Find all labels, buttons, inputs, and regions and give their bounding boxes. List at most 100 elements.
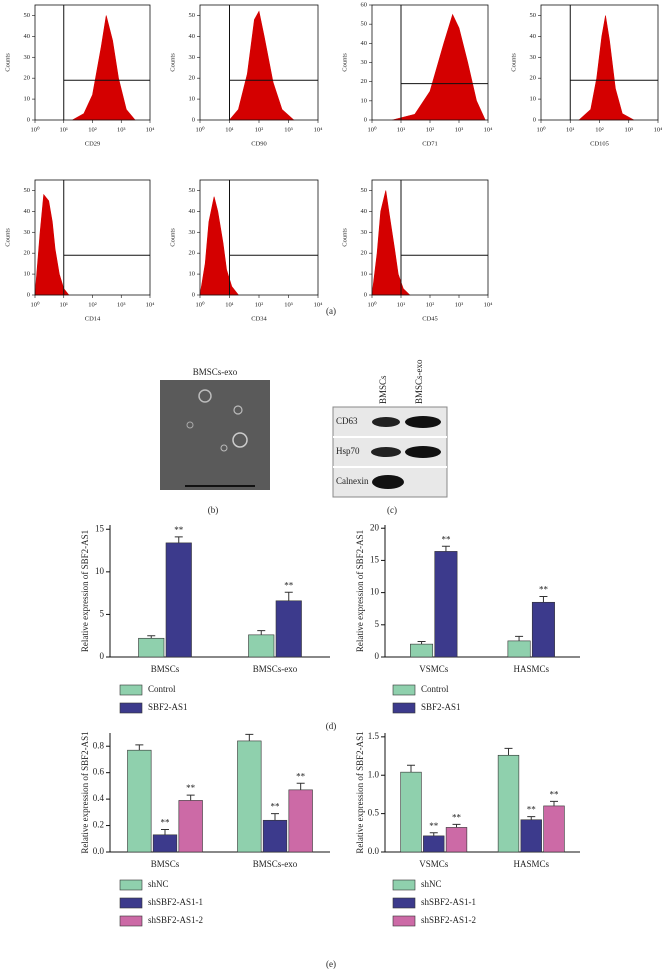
histogram	[34, 193, 70, 296]
y-tick-label: 15	[95, 523, 105, 533]
x-tick-label: 10⁴	[146, 126, 156, 133]
y-tick-label: 10	[361, 271, 368, 278]
x-tick-label: 10⁴	[654, 126, 662, 133]
micrograph-image	[160, 380, 270, 490]
bar	[531, 601, 555, 658]
significance-label: **	[539, 585, 549, 595]
histogram	[371, 190, 411, 296]
error-bar	[135, 744, 144, 751]
x-tick-label: 10⁴	[314, 301, 324, 308]
x-tick-label: 10⁰	[195, 300, 205, 308]
bar	[434, 551, 458, 658]
legend-label: Control	[421, 684, 449, 694]
x-tick-label: 10¹	[566, 126, 575, 133]
y-tick-label: 20	[361, 250, 368, 257]
significance-label: **	[284, 580, 294, 590]
y-tick-label: 20	[24, 75, 31, 82]
error-bar	[147, 635, 156, 639]
legend-swatch	[119, 702, 143, 714]
y-tick-label: 50	[24, 187, 31, 194]
bar	[178, 800, 203, 853]
x-tick-label: 10³	[455, 301, 464, 308]
y-tick-label: 10	[24, 271, 31, 278]
x-tick-label: 10¹	[397, 126, 406, 133]
y-tick-label: 40	[530, 33, 537, 40]
x-tick-label: 10⁴	[146, 301, 156, 308]
y-tick-label: 30	[361, 229, 368, 236]
bar	[507, 640, 531, 658]
y-tick-label: 30	[530, 54, 537, 61]
x-tick-label: 10⁴	[484, 301, 494, 308]
x-axis-label: CD105	[590, 140, 609, 147]
y-tick-label: 0.0	[368, 846, 380, 856]
error-bar	[161, 829, 169, 835]
legend-label: shSBF2-AS1-1	[421, 897, 476, 907]
y-tick-label: 0.2	[93, 820, 104, 830]
error-bar	[245, 733, 254, 741]
vesicle	[186, 421, 194, 429]
y-axis-label: Relative expression of SBF2-AS1	[355, 731, 365, 853]
x-tick-label: 10¹	[225, 126, 234, 133]
y-tick-label: 40	[24, 208, 31, 215]
x-tick-label: 10⁰	[536, 125, 546, 133]
significance-label: **	[452, 812, 462, 822]
bar	[237, 740, 262, 853]
error-bar	[271, 813, 279, 821]
band	[372, 475, 404, 489]
legend-label: shNC	[148, 879, 169, 889]
y-tick-label: 0	[192, 291, 195, 298]
x-tick-label: 10¹	[60, 126, 69, 133]
error-bar	[284, 591, 293, 601]
panel-label: (e)	[326, 959, 336, 969]
y-axis-label: Counts	[510, 53, 517, 72]
vesicle	[233, 405, 243, 415]
band	[405, 446, 441, 458]
significance-label: **	[271, 802, 281, 812]
x-tick-label: 10²	[595, 126, 604, 133]
row-label: Calnexin	[336, 476, 369, 486]
x-tick-label: 10²	[426, 301, 435, 308]
y-tick-label: 30	[24, 229, 31, 236]
y-tick-label: 50	[24, 12, 31, 19]
x-tick-label: 10²	[255, 126, 264, 133]
error-bar	[550, 800, 558, 806]
x-tick-label: 10²	[88, 301, 97, 308]
y-tick-label: 0	[27, 116, 30, 123]
error-bar	[504, 747, 513, 756]
bar	[288, 789, 313, 853]
y-tick-label: 0.0	[93, 846, 105, 856]
y-tick-label: 0.8	[93, 740, 105, 750]
legend-swatch	[119, 879, 143, 891]
x-axis-label: CD90	[251, 140, 267, 147]
x-tick-label: 10⁰	[195, 125, 205, 133]
panel-label: (b)	[208, 505, 219, 515]
error-bar	[515, 635, 524, 641]
y-tick-label: 50	[189, 187, 196, 194]
legend-label: shSBF2-AS1-2	[148, 915, 203, 925]
y-axis-label: Counts	[341, 53, 348, 72]
x-tick-label: 10⁰	[30, 300, 40, 308]
vesicle	[232, 432, 248, 448]
error-bar	[407, 764, 415, 773]
x-axis-label: CD14	[85, 315, 101, 322]
significance-label: **	[174, 525, 184, 535]
x-tick-label: 10⁴	[484, 126, 494, 133]
legend-label: shNC	[421, 879, 442, 889]
band	[371, 447, 401, 457]
y-axis-label: Counts	[169, 228, 176, 247]
legend-label: shSBF2-AS1-2	[421, 915, 476, 925]
y-tick-label: 30	[189, 54, 196, 61]
error-bar	[429, 832, 438, 836]
y-tick-label: 40	[189, 208, 196, 215]
y-tick-label: 0.6	[93, 767, 105, 777]
y-tick-label: 0	[100, 651, 105, 661]
error-bar	[174, 536, 183, 543]
western-blot: BMSCs BMSCs-exo CD63 Hsp70 Calnexin	[332, 359, 448, 498]
y-tick-label: 15	[370, 554, 380, 564]
y-axis-label: Counts	[4, 228, 11, 247]
y-tick-label: 0	[364, 116, 367, 123]
significance-label: **	[550, 789, 560, 799]
significance-label: **	[441, 534, 451, 544]
band	[405, 416, 441, 428]
